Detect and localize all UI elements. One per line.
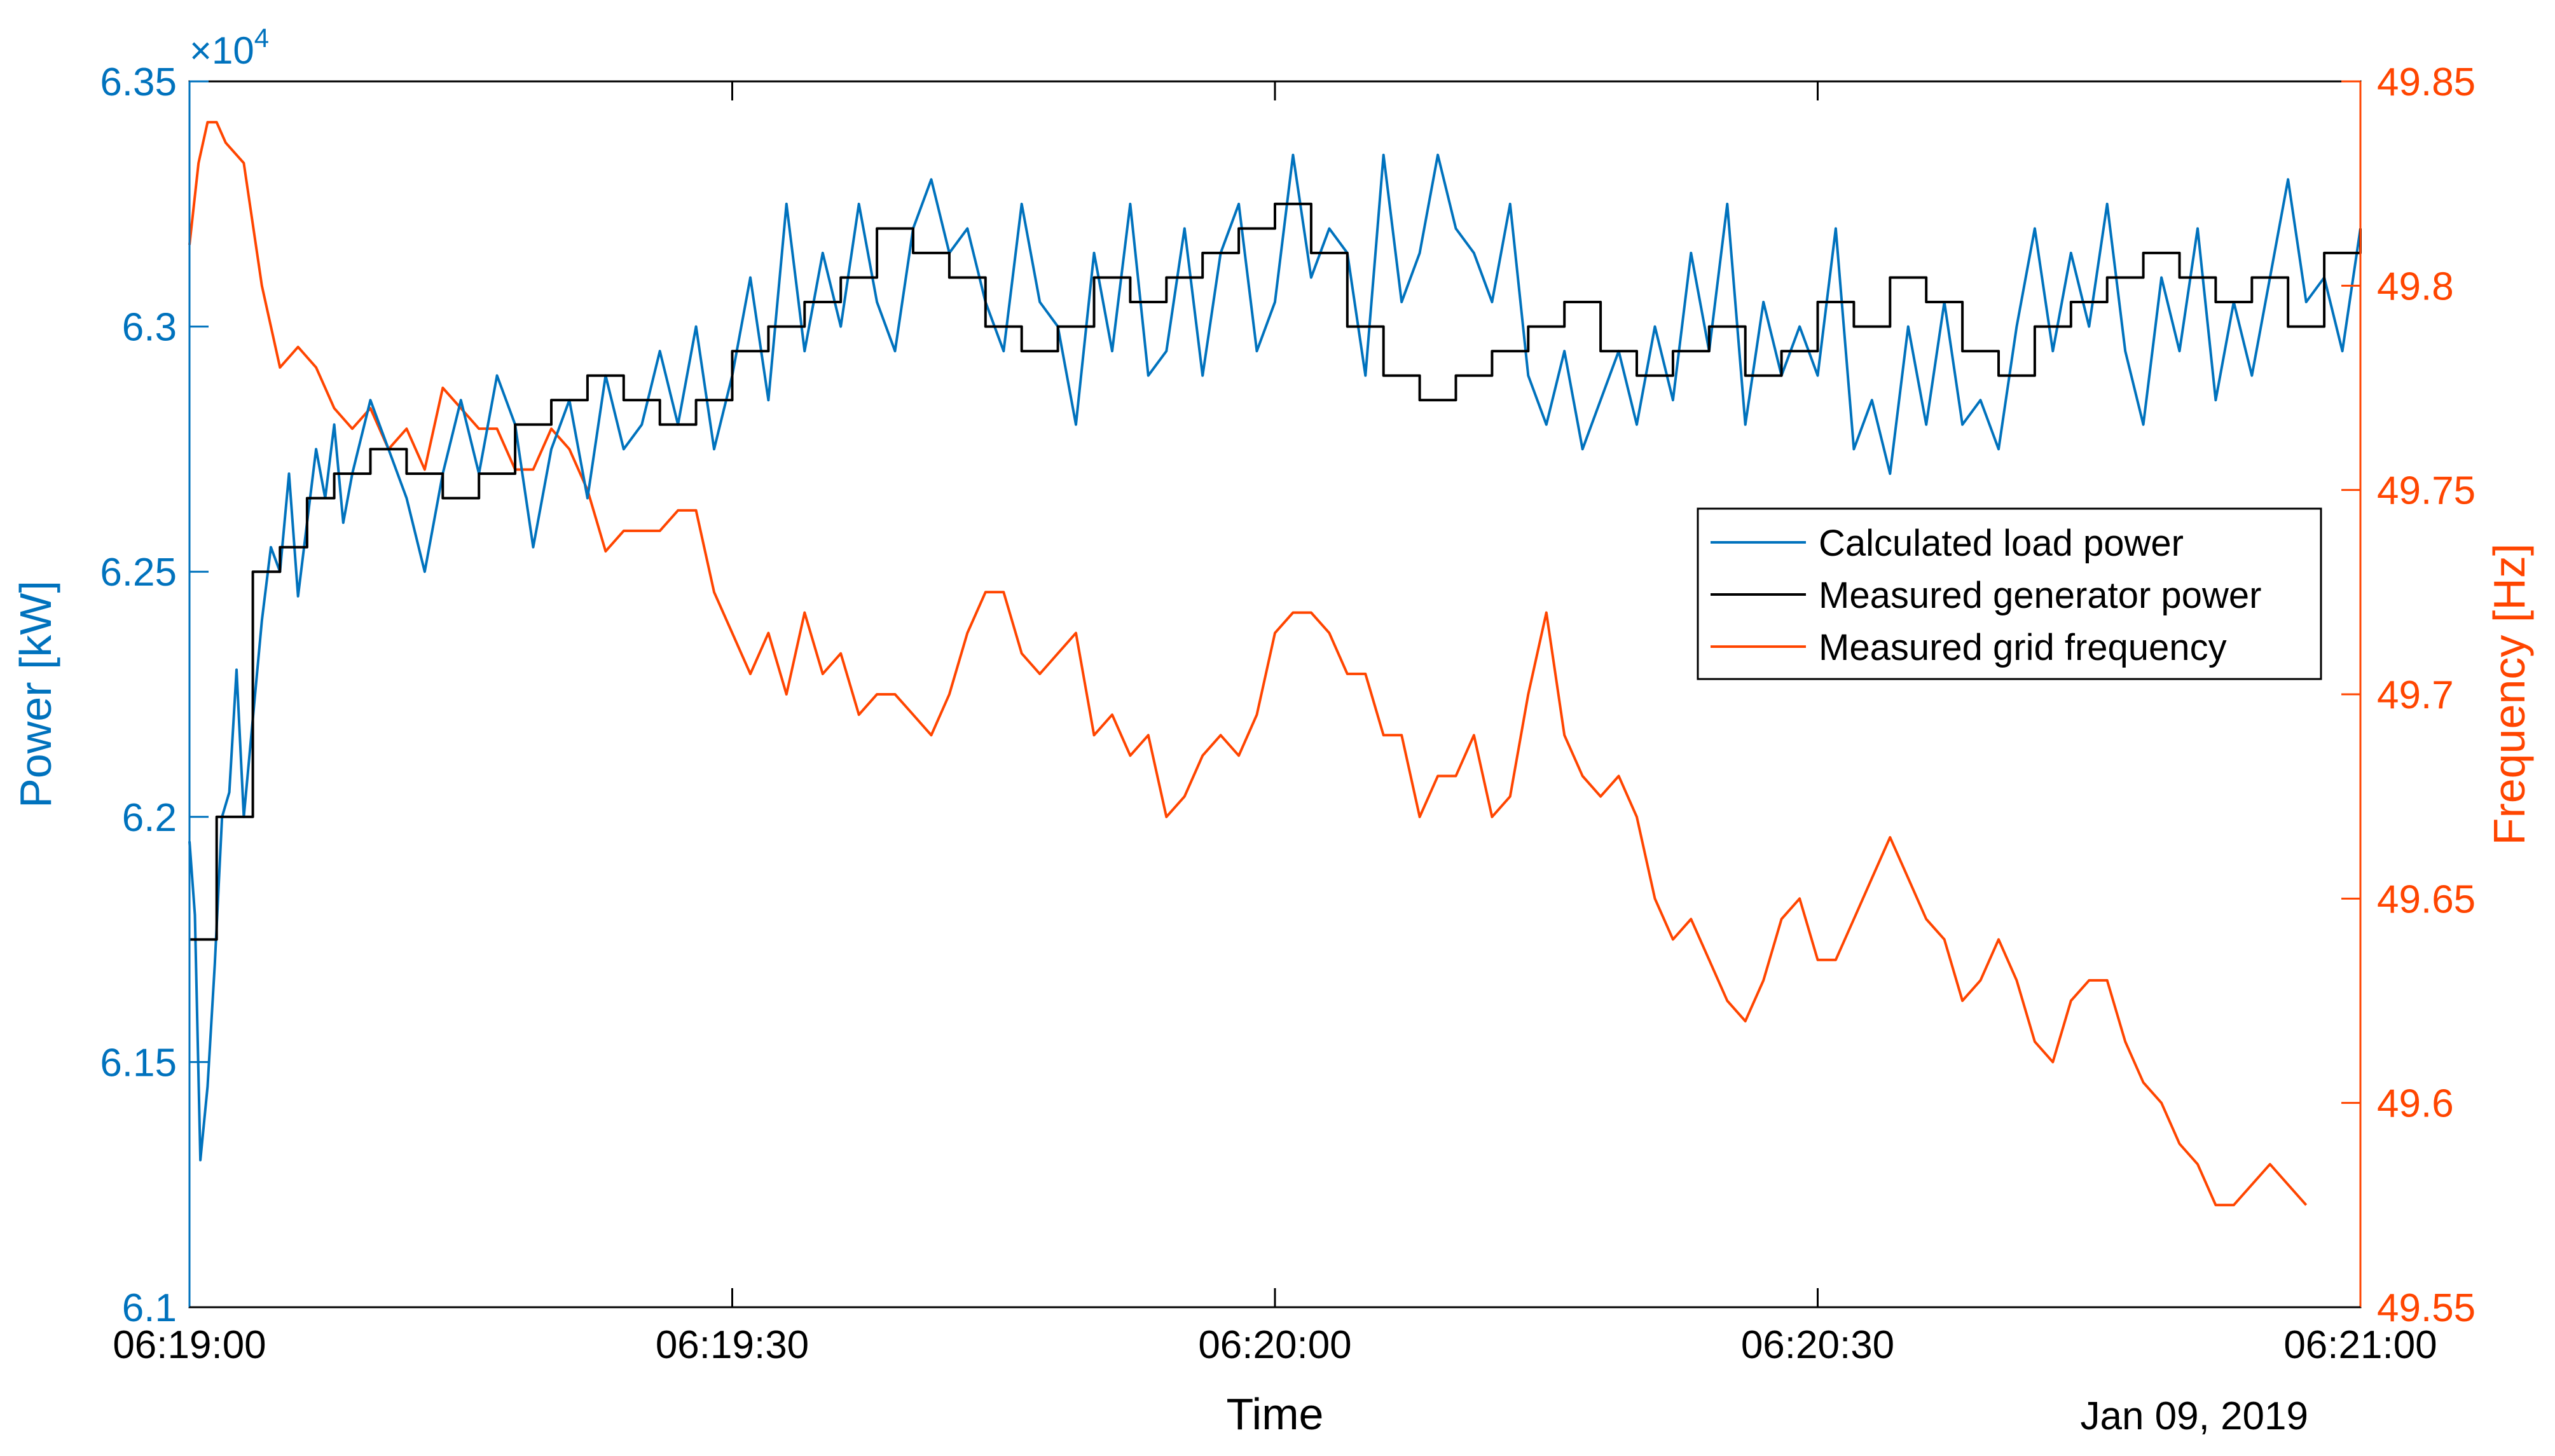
right-y-tick-label: 49.75 bbox=[2377, 469, 2476, 513]
legend-label-frequency: Measured grid frequency bbox=[1819, 627, 2227, 668]
x-axis-date-label: Jan 09, 2019 bbox=[2080, 1394, 2308, 1438]
right-y-tick-label: 49.6 bbox=[2377, 1082, 2454, 1126]
left-y-axis-ticks: 6.1 6.15 6.2 6.25 6.3 6.35 bbox=[100, 60, 209, 1330]
series-group bbox=[188, 121, 2362, 1207]
left-y-tick-label: 6.1 bbox=[122, 1286, 177, 1330]
left-y-tick-label: 6.25 bbox=[100, 551, 177, 594]
load-power-line bbox=[188, 153, 2362, 1162]
legend-label-generator: Measured generator power bbox=[1819, 575, 2261, 616]
x-tick-label: 06:20:30 bbox=[1741, 1323, 1894, 1367]
right-axis-label: Frequency [Hz] bbox=[2484, 544, 2534, 846]
grid-frequency-line bbox=[188, 121, 2308, 1207]
left-y-tick-label: 6.2 bbox=[122, 796, 177, 840]
legend: Calculated load power Measured generator… bbox=[1697, 507, 2322, 680]
left-y-tick-label: 6.35 bbox=[100, 60, 177, 104]
x-tick-label: 06:21:00 bbox=[2283, 1323, 2437, 1367]
right-y-axis-ticks: 49.55 49.6 49.65 49.7 49.75 49.8 49.85 bbox=[2341, 60, 2476, 1330]
right-y-tick-label: 49.65 bbox=[2377, 877, 2476, 921]
x-tick-label: 06:20:00 bbox=[1198, 1323, 1351, 1367]
right-y-tick-label: 49.85 bbox=[2377, 60, 2476, 104]
right-y-tick-label: 49.8 bbox=[2377, 264, 2454, 308]
left-y-tick-label: 6.3 bbox=[122, 306, 177, 350]
plot-area-frame bbox=[188, 80, 2362, 1308]
legend-label-load: Calculated load power bbox=[1819, 523, 2184, 564]
generator-power-line bbox=[189, 202, 2362, 941]
left-axis-exponent: ×104 bbox=[189, 23, 269, 72]
right-y-tick-label: 49.7 bbox=[2377, 673, 2454, 717]
left-axis-exponent-power: 4 bbox=[254, 23, 269, 53]
x-tick-label: 06:19:00 bbox=[113, 1323, 266, 1367]
left-axis-exponent-base: ×10 bbox=[189, 29, 254, 72]
x-axis-ticks: 06:19:00 06:19:30 06:20:00 06:20:30 06:21:00 bbox=[113, 81, 2437, 1367]
left-y-tick-label: 6.15 bbox=[100, 1041, 177, 1085]
right-y-tick-label: 49.55 bbox=[2377, 1286, 2476, 1330]
x-axis-label: Time bbox=[1227, 1389, 1324, 1439]
x-tick-label: 06:19:30 bbox=[656, 1323, 809, 1367]
left-axis-label: Power [kW] bbox=[11, 580, 60, 808]
